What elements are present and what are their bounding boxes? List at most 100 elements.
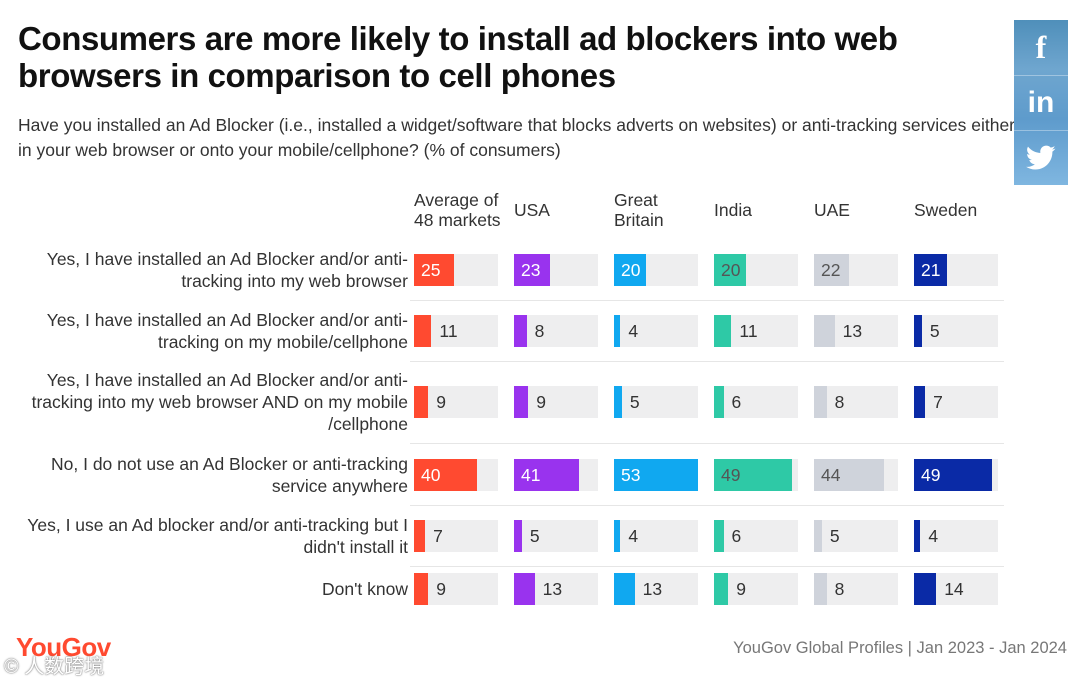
bar-track — [514, 520, 598, 552]
bar — [914, 254, 948, 286]
bar-track — [714, 520, 798, 552]
data-label: 9 — [536, 392, 546, 412]
data-label: 13 — [842, 321, 863, 341]
data-label: 4 — [928, 526, 939, 546]
row-separator — [410, 361, 1004, 362]
bar — [714, 520, 724, 552]
bar — [514, 520, 522, 552]
data-label: 11 — [739, 321, 758, 341]
row-label: No, I do not use an Ad Blocker or anti-t… — [51, 454, 408, 496]
row-separator — [410, 300, 1004, 301]
data-label: 7 — [933, 392, 943, 412]
row-separator — [410, 566, 1004, 567]
data-label: 20 — [621, 260, 641, 280]
data-label: 7 — [433, 526, 443, 546]
source-note: YouGov Global Profiles | Jan 2023 - Jan … — [733, 639, 1067, 657]
data-label: 5 — [829, 526, 840, 546]
data-label: 14 — [944, 579, 964, 599]
bar-track — [914, 386, 998, 418]
bar — [414, 573, 429, 605]
bar — [414, 386, 429, 418]
data-label: 22 — [821, 260, 841, 280]
column-header: Sweden — [914, 200, 978, 220]
data-label: 49 — [721, 465, 741, 485]
data-label: 49 — [921, 465, 941, 485]
data-label: 41 — [521, 465, 541, 485]
data-label: 25 — [421, 260, 441, 280]
bar — [914, 386, 926, 418]
bar — [714, 315, 732, 347]
data-label: 4 — [628, 526, 639, 546]
bar-track — [814, 520, 898, 552]
bar — [614, 459, 698, 491]
data-label: 6 — [731, 526, 742, 546]
row-label: Yes, I have installed an Ad Blocker and/… — [46, 249, 408, 291]
bar — [614, 315, 621, 347]
column-header: USA — [514, 200, 550, 220]
data-label: 5 — [629, 392, 640, 412]
bar-track — [514, 315, 598, 347]
twitter-share-icon[interactable] — [1014, 130, 1068, 185]
bar-track — [714, 386, 798, 418]
row-label: Yes, I use an Ad blocker and/or anti-tra… — [27, 515, 408, 557]
bar — [714, 573, 729, 605]
data-label: 8 — [834, 579, 845, 599]
bar — [614, 520, 621, 552]
bar — [514, 386, 529, 418]
bar — [614, 573, 635, 605]
bar — [714, 386, 724, 418]
bar-track — [414, 520, 498, 552]
yougov-logo: YouGov — [16, 632, 111, 662]
row-separator — [410, 505, 1004, 506]
data-label: 8 — [534, 321, 545, 341]
bar — [614, 254, 646, 286]
chart-subtitle: Have you installed an Ad Blocker (i.e., … — [18, 115, 1016, 160]
twitter-bird-icon — [1026, 145, 1056, 169]
data-label: 9 — [736, 579, 746, 599]
data-label: 9 — [436, 392, 446, 412]
data-label: 4 — [628, 321, 639, 341]
data-label: 21 — [921, 260, 941, 280]
data-label: 11 — [439, 321, 458, 341]
data-label: 5 — [929, 321, 940, 341]
bar — [814, 315, 835, 347]
watermark: © 人数跨境 — [4, 656, 105, 678]
bar — [914, 459, 992, 491]
data-label: 23 — [521, 260, 541, 280]
bar — [514, 573, 535, 605]
bar — [814, 459, 884, 491]
bar-track — [814, 573, 898, 605]
bar — [714, 459, 792, 491]
data-label: 53 — [621, 465, 641, 485]
bar-track — [614, 520, 698, 552]
facebook-share-icon[interactable]: f — [1035, 29, 1047, 65]
bar-track — [914, 520, 998, 552]
column-header: Average of 48 markets — [414, 190, 501, 230]
bar-track — [614, 386, 698, 418]
data-label: 13 — [642, 579, 663, 599]
linkedin-share-icon[interactable]: in — [1027, 85, 1055, 119]
row-label: Yes, I have installed an Ad Blocker and/… — [31, 370, 408, 434]
data-label: 9 — [436, 579, 446, 599]
column-header: UAE — [814, 200, 850, 220]
bar — [814, 386, 827, 418]
bar-track — [814, 386, 898, 418]
column-header: India — [714, 200, 752, 220]
row-separator — [410, 443, 1004, 444]
data-label: 6 — [731, 392, 742, 412]
row-label: Yes, I have installed an Ad Blocker and/… — [46, 310, 408, 352]
bar — [814, 520, 822, 552]
bar — [414, 315, 432, 347]
bar — [914, 315, 922, 347]
bar — [414, 254, 454, 286]
bar — [414, 459, 478, 491]
column-header: Great Britain — [614, 190, 664, 230]
bar — [914, 520, 921, 552]
bar — [414, 520, 426, 552]
bar — [514, 254, 551, 286]
bar — [714, 254, 746, 286]
chart-title: Consumers are more likely to install ad … — [18, 20, 898, 94]
bar — [814, 573, 827, 605]
bar — [614, 386, 622, 418]
data-label: 44 — [821, 465, 841, 485]
